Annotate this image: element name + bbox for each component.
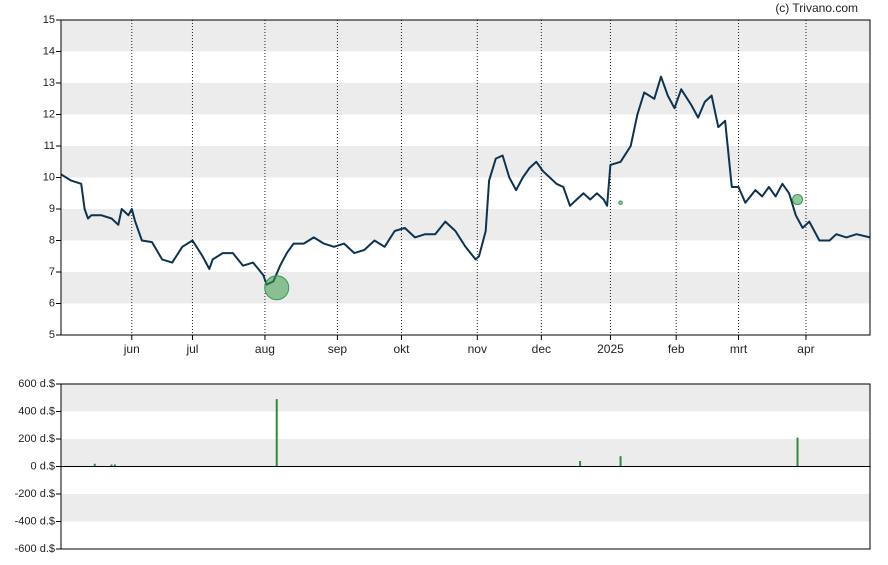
price-line [60, 75, 871, 286]
x-tick-label: 2025 [597, 342, 624, 356]
x-tick-label: jun [123, 342, 140, 356]
event-marker [792, 194, 804, 206]
y-tick-label: -600 d.$ [15, 543, 55, 555]
x-tick-label: dec [532, 342, 551, 356]
volume-bar [796, 437, 799, 467]
grid-band [61, 83, 870, 115]
grid-band [61, 209, 870, 241]
grid-band [61, 384, 870, 412]
x-tick-label: aug [255, 342, 275, 356]
y-tick-label: 9 [49, 203, 55, 215]
x-tick-label: nov [468, 342, 487, 356]
grid-band [61, 146, 870, 178]
grid-band [61, 494, 870, 522]
y-tick-label: 600 d.$ [18, 378, 55, 390]
volume-bar [619, 456, 622, 467]
y-tick-label: 14 [43, 45, 55, 57]
x-tick-label: okt [393, 342, 410, 356]
y-tick-label: 10 [43, 171, 55, 183]
x-tick-label: apr [797, 342, 814, 356]
x-tick-label: feb [668, 342, 685, 356]
x-tick-label: mrt [730, 342, 748, 356]
volume-bar [93, 463, 96, 467]
volume-bar [110, 464, 113, 467]
credit: (c) Trivano.com [775, 1, 858, 15]
y-tick-label: 7 [49, 266, 55, 278]
volume-bar [275, 399, 278, 467]
plot-border [60, 19, 871, 336]
y-tick-label: 5 [49, 329, 55, 341]
y-tick-label: -200 d.$ [15, 488, 55, 500]
event-marker [618, 200, 623, 205]
plot-border [60, 383, 871, 550]
volume-bar [579, 461, 582, 467]
y-tick-label: 12 [43, 108, 55, 120]
grid-band [61, 20, 870, 52]
y-tick-label: 15 [43, 14, 55, 26]
x-tick-label: sep [328, 342, 348, 356]
y-tick-label: 8 [49, 234, 55, 246]
x-tick-label: jul [185, 342, 198, 356]
event-marker [264, 275, 290, 301]
volume-bar [113, 464, 116, 467]
y-tick-label: 13 [43, 77, 55, 89]
y-tick-label: 0 d.$ [31, 460, 55, 472]
y-tick-label: 200 d.$ [18, 433, 55, 445]
y-tick-label: 11 [44, 140, 55, 152]
y-tick-label: 6 [49, 297, 55, 309]
y-tick-label: 400 d.$ [18, 405, 55, 417]
grid-band [61, 439, 870, 467]
y-tick-label: -400 d.$ [15, 515, 55, 527]
grid-band [61, 272, 870, 304]
